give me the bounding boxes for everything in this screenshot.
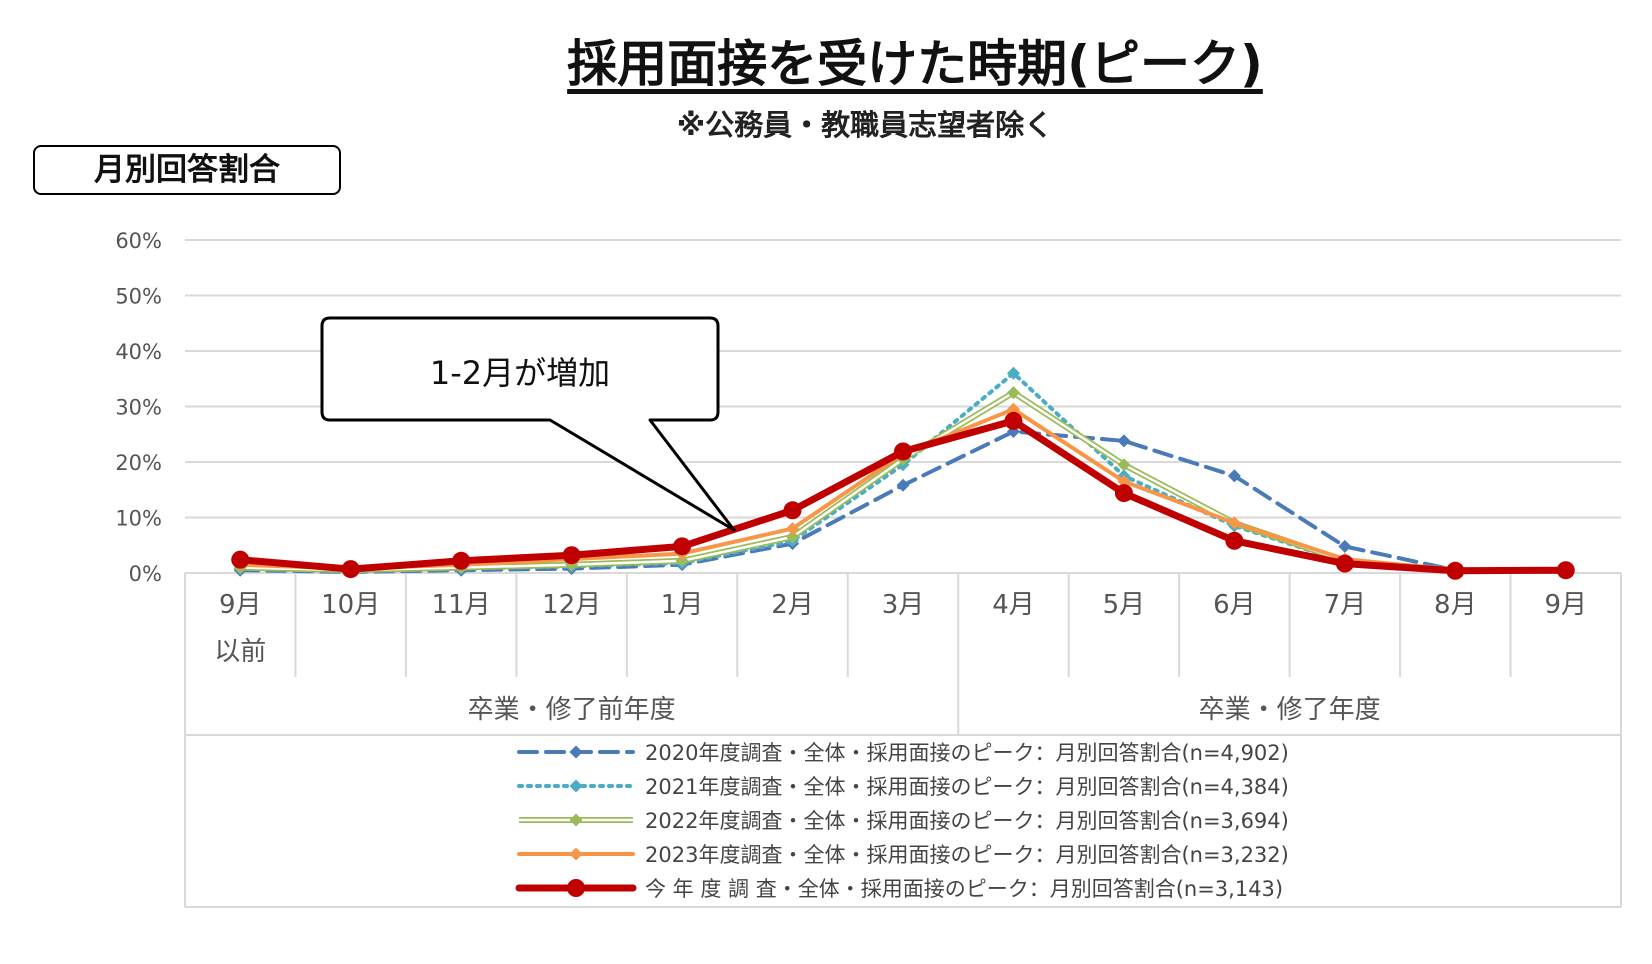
y-tick-label: 40% (115, 340, 162, 364)
series (231, 411, 1575, 580)
data-point (1556, 561, 1575, 580)
x-axis-frame (184, 572, 1622, 908)
y-tick-label: 30% (115, 396, 162, 420)
series-lines (231, 366, 1575, 580)
legend-entry: 2021年度調査・全体・採用面接のピーク：月別回答割合(n=4,384) (517, 775, 1289, 799)
data-point (569, 813, 583, 827)
y-tick-label: 0% (129, 562, 162, 586)
panel-label-box: 月別回答割合 (33, 145, 341, 195)
y-tick-label: 60% (115, 229, 162, 253)
x-tick-label: 11月 (432, 590, 491, 620)
y-tick-label: 10% (115, 507, 162, 531)
panel-label: 月別回答割合 (94, 152, 280, 188)
data-point (1446, 561, 1465, 580)
legend-label: 今 年 度 調 査・全体・採用面接のピーク：月別回答割合(n=3,143) (645, 877, 1283, 901)
legend-label: 2023年度調査・全体・採用面接のピーク：月別回答割合(n=3,232) (645, 843, 1289, 867)
data-point (1004, 411, 1023, 430)
legend-entry: 2022年度調査・全体・採用面接のピーク：月別回答割合(n=3,694) (519, 809, 1289, 833)
legend-entry: 今 年 度 調 査・全体・採用面接のピーク：月別回答割合(n=3,143) (515, 877, 1283, 901)
data-point (1225, 531, 1244, 550)
page-title: 採用面接を受けた時期(ピーク) (567, 35, 1263, 93)
x-tick-label: 8月 (1434, 590, 1477, 620)
callout-bubble (320, 316, 736, 532)
data-point (1006, 366, 1020, 380)
y-tick-label: 20% (115, 451, 162, 475)
x-group-label: 卒業・修了前年度 (468, 695, 676, 725)
y-axis-ticks: 0% 10% 20% 30% 40% 50% 60% (115, 229, 162, 586)
data-point (452, 551, 471, 570)
legend: 2020年度調査・全体・採用面接のピーク：月別回答割合(n=4,902) 2021… (515, 741, 1289, 901)
x-tick-label: 7月 (1324, 590, 1367, 620)
data-point (1335, 554, 1354, 573)
data-point (567, 879, 585, 897)
x-tick-label: 4月 (992, 590, 1035, 620)
x-tick-label: 5月 (1103, 590, 1146, 620)
callout-text: 1-2月が増加 (430, 354, 610, 392)
data-point (896, 478, 910, 492)
x-tick-label: 3月 (882, 590, 925, 620)
data-point (1227, 516, 1241, 530)
data-point (1117, 474, 1131, 488)
x-tick-sublabel: 以前 (214, 637, 266, 667)
x-tick-label: 12月 (542, 590, 601, 620)
data-point (675, 554, 689, 568)
data-point (1227, 469, 1241, 483)
data-point (894, 442, 912, 461)
data-point (1117, 458, 1131, 472)
page-subtitle: ※公務員・教職員志望者除く (676, 108, 1054, 142)
legend-label: 2020年度調査・全体・採用面接のピーク：月別回答割合(n=4,902) (645, 741, 1289, 765)
x-tick-label: 10月 (321, 590, 380, 620)
data-point (1117, 434, 1131, 448)
legend-label: 2021年度調査・全体・採用面接のピーク：月別回答割合(n=4,384) (645, 775, 1289, 799)
legend-label: 2022年度調査・全体・採用面接のピーク：月別回答割合(n=3,694) (645, 809, 1289, 833)
data-point (341, 560, 360, 579)
data-point (786, 522, 800, 536)
x-group-label: 卒業・修了年度 (1199, 695, 1381, 725)
data-point (1006, 402, 1020, 416)
callout: 1-2月が増加 (320, 316, 736, 532)
data-point (562, 546, 581, 565)
legend-entry: 2023年度調査・全体・採用面接のピーク：月別回答割合(n=3,232) (517, 843, 1289, 867)
x-tick-label: 2月 (771, 590, 814, 620)
x-tick-label: 6月 (1213, 590, 1256, 620)
legend-entry: 2020年度調査・全体・採用面接のピーク：月別回答割合(n=4,902) (517, 741, 1289, 765)
data-point (231, 550, 250, 569)
x-tick-label: 9月 (1544, 590, 1587, 620)
data-point (569, 745, 583, 759)
data-point (1006, 386, 1020, 400)
y-tick-label: 50% (115, 285, 162, 309)
data-point (673, 537, 692, 556)
data-point (569, 847, 583, 861)
data-point (783, 501, 802, 520)
x-tick-label: 1月 (661, 590, 704, 620)
data-point (786, 530, 800, 544)
data-point (1114, 484, 1133, 503)
data-point (569, 779, 583, 793)
x-tick-label: 9月 (219, 590, 262, 620)
data-point (1338, 539, 1352, 553)
